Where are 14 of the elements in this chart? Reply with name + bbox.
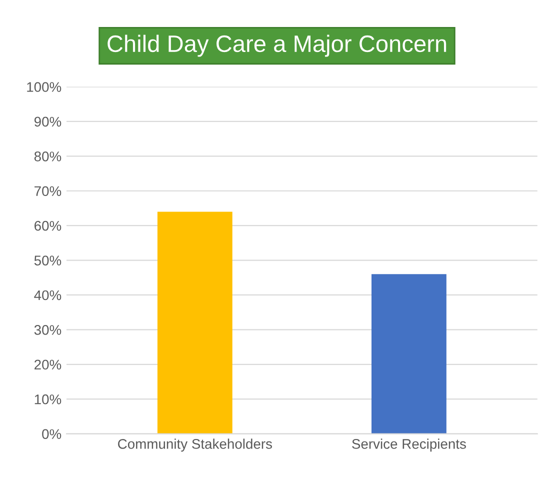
- chart-title: Child Day Care a Major Concern: [108, 34, 446, 57]
- y-tick-label: 50%: [34, 256, 62, 266]
- y-tick-label: 80%: [34, 152, 62, 162]
- y-tick-label: 40%: [34, 290, 62, 300]
- x-tick-label: Community Stakeholders: [118, 438, 272, 452]
- y-tick-label: 60%: [34, 220, 62, 231]
- y-tick-label: 30%: [34, 325, 62, 335]
- y-tick-label: 70%: [34, 186, 62, 196]
- y-tick-label: 100%: [27, 82, 62, 92]
- x-tick-label: Service Recipients: [352, 438, 466, 452]
- y-tick-label: 90%: [34, 116, 62, 127]
- y-tick-label: 10%: [34, 394, 62, 404]
- y-tick-label: 0%: [42, 429, 62, 439]
- y-tick-label: 20%: [34, 360, 62, 370]
